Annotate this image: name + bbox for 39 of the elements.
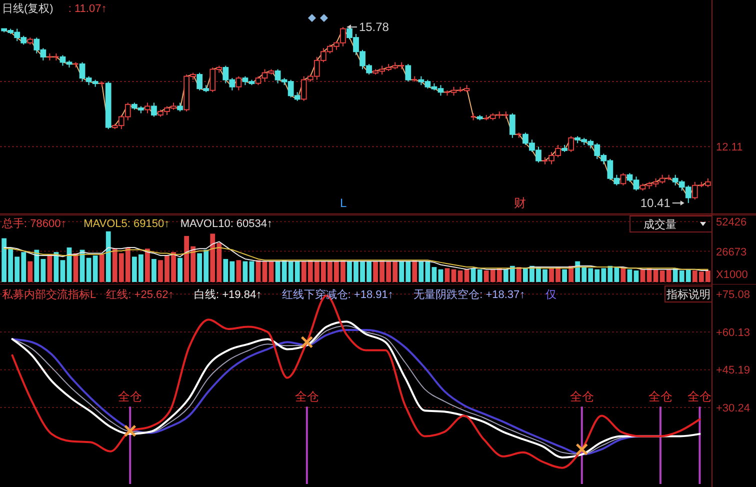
annotation: 财 [514, 196, 526, 210]
y-tick-label: +45.19 [716, 364, 750, 377]
annotation: MAVOL5: 69150↑ [84, 218, 170, 230]
candlestick [236, 76, 242, 91]
candlestick [620, 172, 626, 186]
candlestick [151, 102, 157, 118]
chart-title: 日线(复权) [2, 2, 54, 15]
chart-subtitle: : 11.07↑ [68, 3, 107, 15]
data-label: 全仓 [294, 390, 319, 404]
candlestick [144, 102, 150, 114]
annotation: 私募内部交流指标L [2, 288, 96, 301]
candlestick [568, 136, 574, 152]
annotation: 白线: +19.84↑ [194, 288, 262, 301]
annotation: 15.78 [358, 20, 390, 34]
annotation: L [340, 196, 347, 210]
y-tick-label: +60.13 [716, 326, 750, 339]
data-label: 全仓 [570, 390, 594, 404]
annotation: 成交量 [644, 218, 676, 231]
annotation: 无量阴跌空仓: +18.37↑ [414, 288, 526, 301]
annotation: 仅 [545, 289, 556, 301]
y-tick-label: 26673 [716, 246, 747, 258]
candlestick [509, 112, 516, 138]
candlestick [405, 63, 412, 82]
annotation: 指标说明 [666, 289, 710, 301]
y-tick-label: +30.24 [716, 402, 750, 415]
annotation: MAVOL10: 60534↑ [180, 218, 273, 230]
data-label: 全仓 [648, 390, 672, 404]
annotation: 红线下穿减仓: +18.91↑ [282, 288, 394, 301]
text: 12.11 [716, 142, 743, 154]
data-label: 全仓 [118, 390, 142, 404]
annotation: 10.41 [640, 196, 671, 210]
annotation: 红线: +25.62↑ [106, 288, 174, 301]
y-tick-label: +75.08 [716, 289, 750, 302]
dropdown-field: 成交量 [630, 216, 712, 232]
data-label: 全仓 [688, 390, 712, 404]
y-tick-label: 52426 [716, 216, 747, 229]
help-button: 指标说明 [664, 286, 712, 302]
y-tick-label: X1000 [716, 269, 748, 281]
annotation: 总手: 78600↑ [1, 217, 66, 230]
